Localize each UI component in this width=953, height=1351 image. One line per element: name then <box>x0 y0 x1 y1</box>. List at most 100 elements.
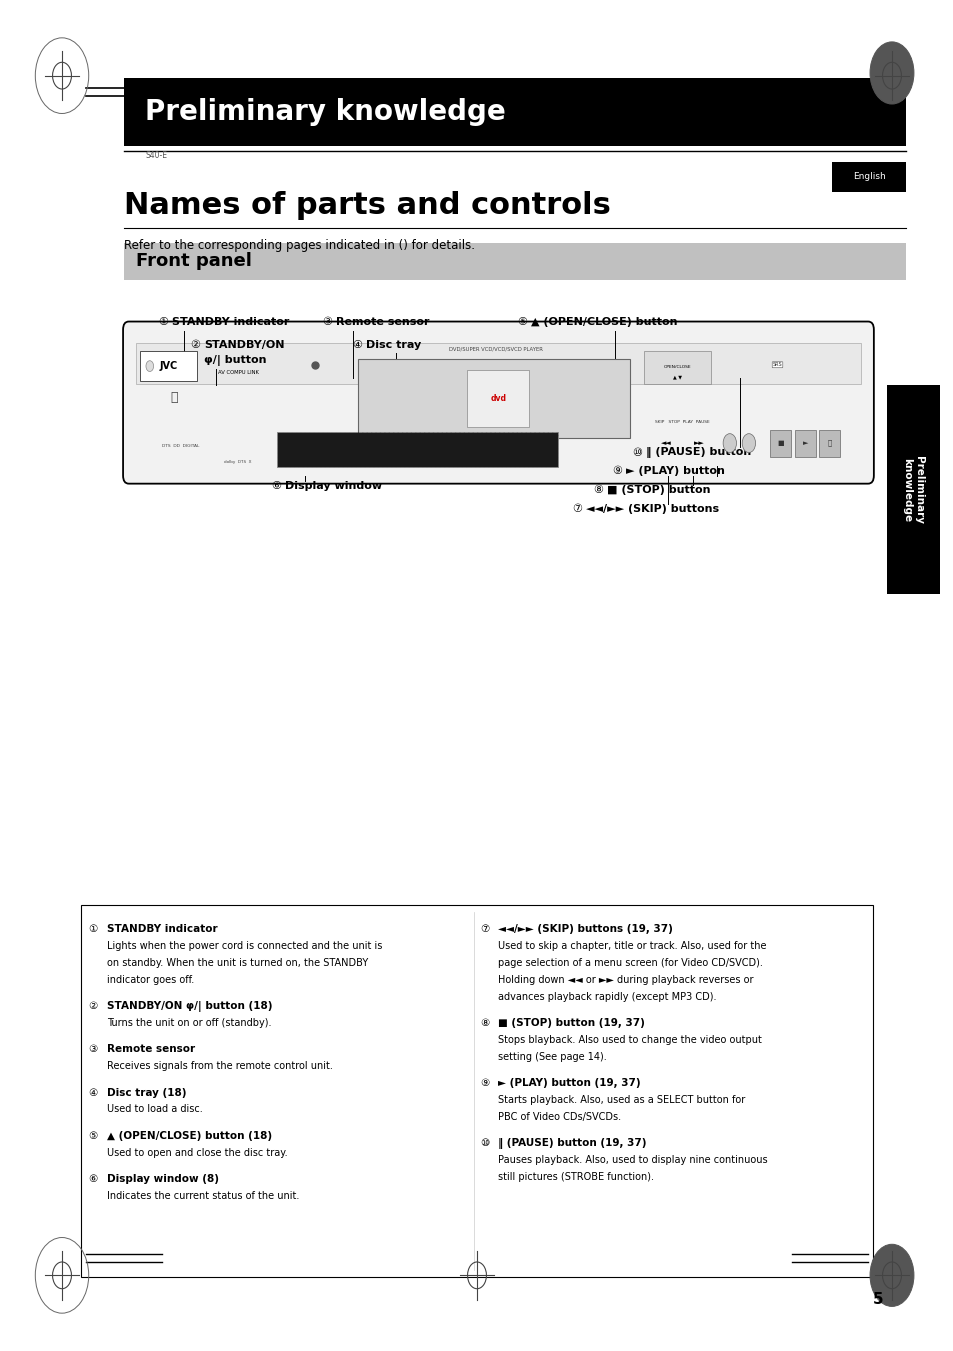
Text: ⑧: ⑧ <box>593 485 602 496</box>
Bar <box>467 370 529 427</box>
Text: ⑦: ⑦ <box>572 504 581 515</box>
Text: Indicates the current status of the unit.: Indicates the current status of the unit… <box>107 1192 299 1201</box>
Text: ②: ② <box>89 1001 98 1011</box>
Circle shape <box>869 1244 913 1306</box>
Text: Front panel: Front panel <box>136 251 252 270</box>
Bar <box>769 430 790 457</box>
Text: ⑩: ⑩ <box>632 447 641 458</box>
Text: dvd: dvd <box>491 394 506 403</box>
Bar <box>643 351 710 384</box>
Text: ▲ (OPEN/CLOSE) button: ▲ (OPEN/CLOSE) button <box>531 316 678 327</box>
Text: ■ (STOP) button: ■ (STOP) button <box>606 485 709 496</box>
Text: Used to skip a chapter, title or track. Also, used for the: Used to skip a chapter, title or track. … <box>497 940 765 951</box>
Bar <box>81 905 872 1277</box>
Text: ◄◄: ◄◄ <box>659 440 671 446</box>
Text: Used to open and close the disc tray.: Used to open and close the disc tray. <box>107 1148 287 1158</box>
Text: 5: 5 <box>871 1292 882 1308</box>
Text: Display window: Display window <box>285 481 382 492</box>
Text: indicator goes off.: indicator goes off. <box>107 975 193 985</box>
Text: ►: ► <box>801 440 807 446</box>
Text: Stops blayback. Also used to change the video output: Stops blayback. Also used to change the … <box>497 1035 761 1044</box>
Text: ‖ (PAUSE) button (19, 37): ‖ (PAUSE) button (19, 37) <box>497 1139 646 1150</box>
Text: STANDBY indicator: STANDBY indicator <box>107 924 217 934</box>
Text: ⑦: ⑦ <box>479 924 489 934</box>
Text: page selection of a menu screen (for Video CD/SVCD).: page selection of a menu screen (for Vid… <box>497 958 762 967</box>
Text: Disc tray (18): Disc tray (18) <box>107 1088 186 1097</box>
Text: φ/| button: φ/| button <box>204 355 267 366</box>
Text: DVD/SUPER VCD/VCD/SVCD PLAYER: DVD/SUPER VCD/VCD/SVCD PLAYER <box>449 346 542 351</box>
Bar <box>357 359 629 438</box>
Text: ■ (STOP) button (19, 37): ■ (STOP) button (19, 37) <box>497 1019 644 1028</box>
Text: ■: ■ <box>777 440 782 446</box>
Text: ④: ④ <box>353 339 362 350</box>
Bar <box>831 162 905 192</box>
Text: ⑧: ⑧ <box>479 1019 489 1028</box>
Text: on standby. When the unit is turned on, the STANDBY: on standby. When the unit is turned on, … <box>107 958 368 967</box>
Text: DTS  DD  DIGITAL: DTS DD DIGITAL <box>162 444 199 447</box>
Text: ▲ ▼: ▲ ▼ <box>672 374 681 380</box>
Text: ①: ① <box>89 924 98 934</box>
Text: setting (See page 14).: setting (See page 14). <box>497 1052 606 1062</box>
Text: S40-E: S40-E <box>145 151 167 159</box>
Text: Remote sensor: Remote sensor <box>335 316 429 327</box>
Text: ③: ③ <box>322 316 332 327</box>
Text: Preliminary knowledge: Preliminary knowledge <box>145 99 505 126</box>
FancyBboxPatch shape <box>123 322 873 484</box>
Text: ⑥: ⑥ <box>89 1174 98 1183</box>
Text: ► (PLAY) button (19, 37): ► (PLAY) button (19, 37) <box>497 1078 640 1088</box>
Text: ◄◄/►► (SKIP) buttons (19, 37): ◄◄/►► (SKIP) buttons (19, 37) <box>497 924 672 934</box>
Text: ⑥: ⑥ <box>272 481 281 492</box>
Text: Names of parts and controls: Names of parts and controls <box>124 190 610 220</box>
Circle shape <box>741 434 755 453</box>
Text: ► (PLAY) button: ► (PLAY) button <box>625 466 724 477</box>
Text: Holding down ◄◄ or ►► during playback reverses or: Holding down ◄◄ or ►► during playback re… <box>497 975 753 985</box>
Bar <box>886 385 939 594</box>
Text: Used to load a disc.: Used to load a disc. <box>107 1105 202 1115</box>
Text: Turns the unit on or off (standby).: Turns the unit on or off (standby). <box>107 1019 271 1028</box>
Text: Disc tray: Disc tray <box>366 339 421 350</box>
Text: Pauses playback. Also, used to display nine continuous: Pauses playback. Also, used to display n… <box>497 1155 767 1165</box>
Text: ⑨: ⑨ <box>612 466 621 477</box>
Bar <box>140 351 197 381</box>
Text: STANDBY/ON φ/| button (18): STANDBY/ON φ/| button (18) <box>107 1001 272 1012</box>
Text: ►►: ►► <box>693 440 704 446</box>
Text: ⏻: ⏻ <box>171 390 178 404</box>
Text: Preliminary
knowledge: Preliminary knowledge <box>902 457 923 524</box>
Text: ①: ① <box>158 316 168 327</box>
Bar <box>124 243 905 280</box>
Bar <box>794 430 815 457</box>
Text: ▲ (OPEN/CLOSE) button (18): ▲ (OPEN/CLOSE) button (18) <box>107 1131 272 1140</box>
Text: ‖ (PAUSE) button: ‖ (PAUSE) button <box>645 447 750 458</box>
Bar <box>819 430 840 457</box>
Text: PBC of Video CDs/SVCDs.: PBC of Video CDs/SVCDs. <box>497 1112 620 1121</box>
Text: ③: ③ <box>89 1044 98 1054</box>
Text: JVC: JVC <box>159 361 178 372</box>
Text: SRS: SRS <box>772 362 781 367</box>
Text: Starts playback. Also, used as a SELECT button for: Starts playback. Also, used as a SELECT … <box>497 1096 744 1105</box>
Circle shape <box>869 42 913 104</box>
Text: STANDBY/ON: STANDBY/ON <box>204 339 284 350</box>
Text: SKIP   STOP  PLAY  PAUSE: SKIP STOP PLAY PAUSE <box>654 420 709 423</box>
Bar <box>136 343 860 384</box>
Text: dolby  DTS  X: dolby DTS X <box>224 461 252 463</box>
Bar <box>276 432 558 467</box>
Text: ⑨: ⑨ <box>479 1078 489 1088</box>
Text: STANDBY indicator: STANDBY indicator <box>172 316 289 327</box>
Text: ⑤: ⑤ <box>517 316 527 327</box>
Text: ②: ② <box>191 339 200 350</box>
Bar <box>124 78 905 146</box>
Circle shape <box>146 361 153 372</box>
Text: Display window (8): Display window (8) <box>107 1174 218 1183</box>
Text: AV COMPU LINK: AV COMPU LINK <box>218 370 258 376</box>
Circle shape <box>722 434 736 453</box>
Text: ◄◄/►► (SKIP) buttons: ◄◄/►► (SKIP) buttons <box>585 504 719 515</box>
Text: Lights when the power cord is connected and the unit is: Lights when the power cord is connected … <box>107 940 382 951</box>
Text: still pictures (STROBE function).: still pictures (STROBE function). <box>497 1173 654 1182</box>
Text: Receives signals from the remote control unit.: Receives signals from the remote control… <box>107 1062 333 1071</box>
Text: OPEN/CLOSE: OPEN/CLOSE <box>663 366 690 369</box>
Text: Remote sensor: Remote sensor <box>107 1044 194 1054</box>
Text: ⑤: ⑤ <box>89 1131 98 1140</box>
Text: Refer to the corresponding pages indicated in () for details.: Refer to the corresponding pages indicat… <box>124 239 475 253</box>
Text: English: English <box>852 173 884 181</box>
Text: ④: ④ <box>89 1088 98 1097</box>
